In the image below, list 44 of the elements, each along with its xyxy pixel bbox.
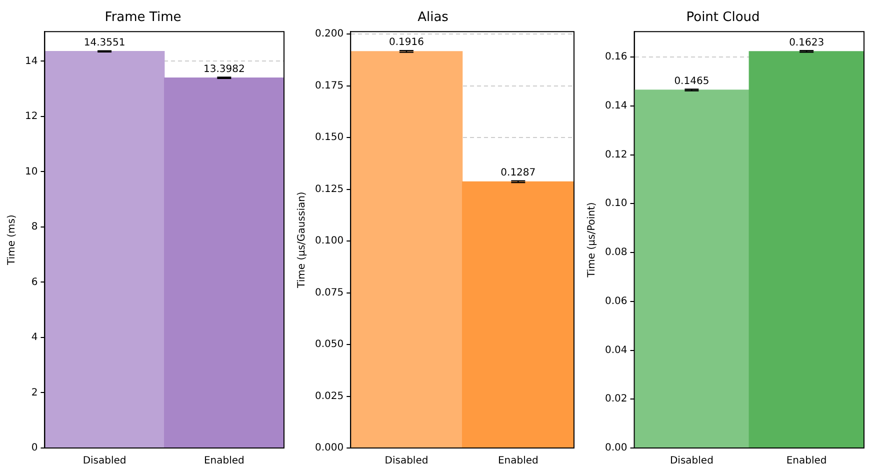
y-tick-label: 0.00	[605, 442, 628, 454]
y-tick-label: 0.200	[314, 28, 344, 40]
y-tick-label: 2	[31, 387, 38, 398]
y-tick-label: 0.16	[605, 52, 628, 63]
data-label: 13.3982	[204, 64, 245, 75]
y-tick-label: 0.000	[314, 442, 344, 454]
chart-title: Frame Time	[104, 10, 182, 26]
x-tick-label: Disabled	[670, 456, 714, 467]
y-tick-label: 0.050	[314, 339, 344, 350]
y-tick-label: 12	[24, 111, 38, 122]
y-tick-label: 0.075	[314, 287, 344, 298]
y-tick-label: 0.04	[605, 344, 628, 356]
x-tick-label: Disabled	[82, 456, 126, 467]
y-tick-label: 0	[31, 442, 38, 454]
y-axis-title: Time (µs/Point)	[586, 202, 598, 278]
data-label: 0.1465	[674, 76, 710, 87]
data-label: 0.1287	[500, 167, 536, 178]
data-label: 0.1623	[789, 37, 824, 48]
y-tick-label: 0.06	[605, 296, 628, 307]
y-tick-label: 0.12	[605, 149, 628, 160]
y-tick-label: 4	[31, 332, 38, 344]
x-tick-label: Enabled	[204, 456, 244, 467]
y-tick-label: 8	[31, 222, 38, 233]
chart-title: Point Cloud	[686, 10, 760, 26]
data-label: 0.1916	[388, 37, 424, 48]
y-tick-label: 0.150	[314, 132, 344, 144]
x-tick-label: Disabled	[384, 456, 428, 467]
x-tick-label: Enabled	[498, 456, 538, 467]
y-tick-label: 0.14	[605, 100, 628, 112]
y-axis-title: Time (µs/Gaussian)	[296, 192, 308, 289]
y-tick-label: 14	[24, 56, 38, 67]
y-tick-label: 10	[24, 166, 38, 178]
chart-title: Alias	[418, 10, 449, 26]
x-tick-label: Enabled	[786, 456, 827, 467]
y-tick-label: 0.175	[314, 80, 344, 92]
y-tick-label: 0.025	[314, 390, 344, 402]
data-label: 14.3551	[84, 37, 126, 48]
y-tick-label: 0.125	[314, 184, 344, 195]
y-axis-title: Time (ms)	[6, 214, 18, 266]
y-tick-label: 0.10	[605, 198, 628, 210]
y-tick-label: 0.02	[605, 394, 628, 405]
y-tick-label: 0.100	[314, 236, 344, 247]
y-tick-label: 6	[31, 276, 38, 288]
y-tick-label: 0.08	[605, 247, 628, 258]
